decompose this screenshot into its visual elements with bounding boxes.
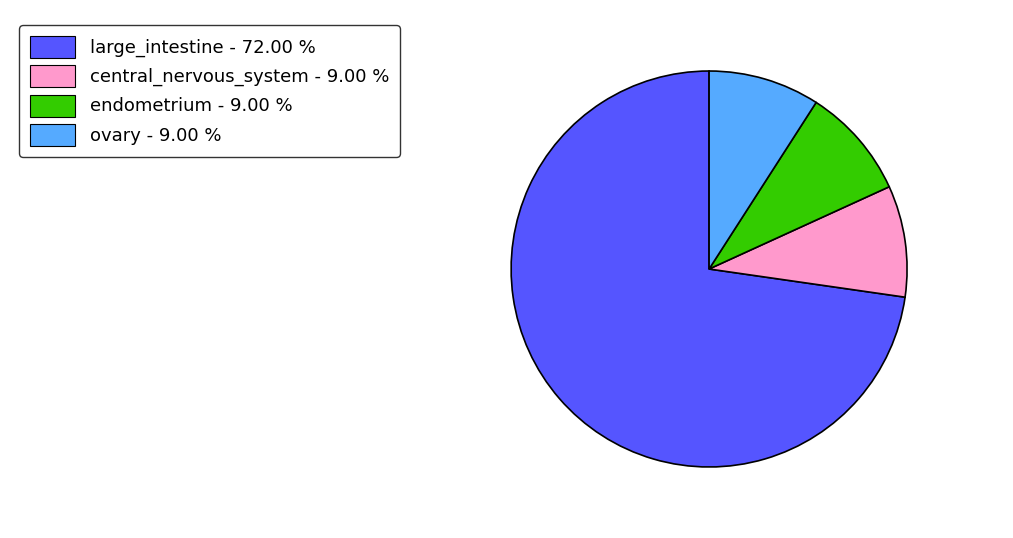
Wedge shape [709, 102, 889, 269]
Legend: large_intestine - 72.00 %, central_nervous_system - 9.00 %, endometrium - 9.00 %: large_intestine - 72.00 %, central_nervo… [19, 25, 400, 157]
Wedge shape [709, 71, 816, 269]
Wedge shape [709, 187, 907, 297]
Wedge shape [512, 71, 905, 467]
